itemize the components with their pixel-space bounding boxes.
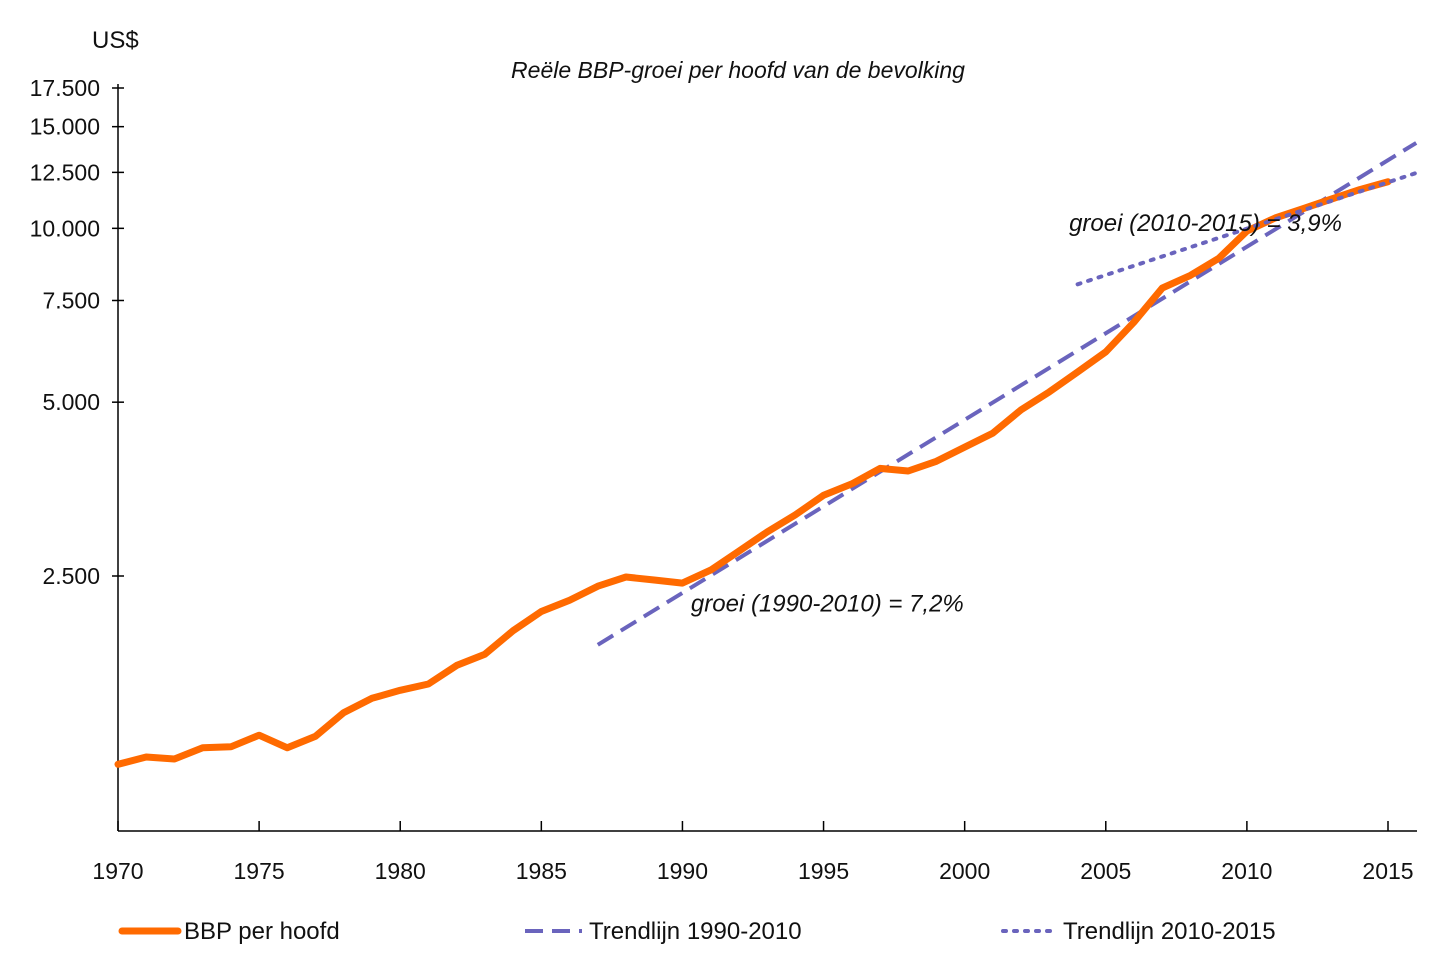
series-line-0 <box>114 178 1392 768</box>
legend-label-2: Trendlijn 2010-2015 <box>1063 918 1276 945</box>
x-tick-label: 1970 <box>92 858 143 884</box>
y-unit-label: US$ <box>92 27 139 54</box>
y-ticks: 2.500 5.000 7.500 10.000 12.500 15.000 17.500 <box>30 75 124 589</box>
x-tick-label: 2015 <box>1362 858 1413 884</box>
x-tick-label: 1995 <box>798 858 849 884</box>
y-tick-label: 15.000 <box>30 114 100 140</box>
x-ticks: 1970 1975 1980 1985 1990 1995 2000 2005 2010 2015 <box>92 821 1414 884</box>
y-tick-label: 17.500 <box>30 75 100 101</box>
series-layer <box>114 141 1419 768</box>
y-tick-label: 12.500 <box>30 159 100 185</box>
chart-title: Reële BBP-groei per hoofd van de bevolki… <box>511 57 965 83</box>
x-tick-label: 1985 <box>516 858 567 884</box>
y-tick-label: 2.500 <box>42 563 100 589</box>
legend-label-0: BBP per hoofd <box>184 918 340 945</box>
x-tick-label: 2010 <box>1221 858 1272 884</box>
legend-label-1: Trendlijn 1990-2010 <box>589 918 802 945</box>
annotation-growth-2010-2015: groei (2010-2015) = 3,9% <box>1069 210 1342 237</box>
x-tick-label: 1980 <box>375 858 426 884</box>
x-tick-label: 2000 <box>939 858 990 884</box>
axes <box>117 84 1417 832</box>
x-tick-label: 1990 <box>657 858 708 884</box>
annotation-layer: groei (2010-2015) = 3,9% groei (1990-201… <box>691 210 1342 618</box>
x-tick-label: 1975 <box>234 858 285 884</box>
x-tick-label: 2005 <box>1080 858 1131 884</box>
y-tick-label: 5.000 <box>42 389 100 415</box>
y-tick-label: 10.000 <box>30 215 100 241</box>
annotation-growth-1990-2010: groei (1990-2010) = 7,2% <box>691 591 964 618</box>
series-line-1 <box>596 141 1418 647</box>
series-line-2 <box>1075 171 1419 287</box>
legend: BBP per hoofd Trendlijn 1990-2010 Trendlij… <box>118 918 1276 945</box>
y-tick-label: 7.500 <box>42 287 100 313</box>
